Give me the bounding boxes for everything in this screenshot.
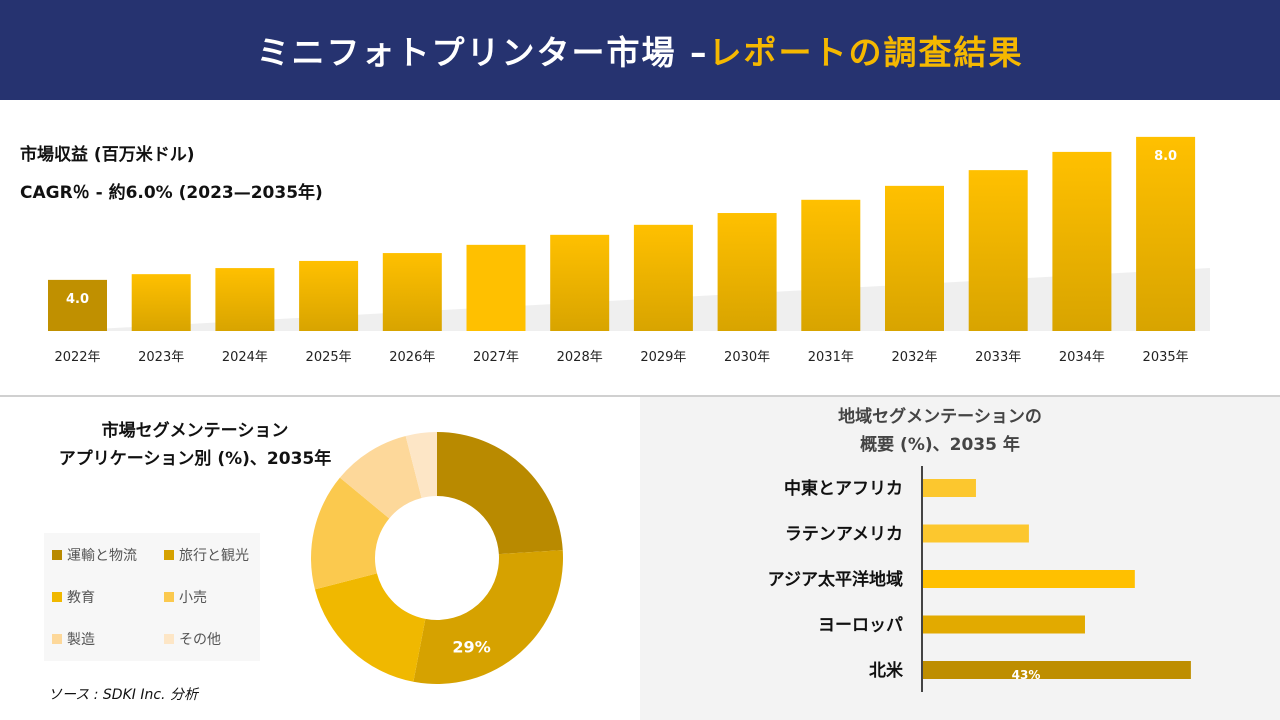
bar-2035年 bbox=[1136, 136, 1196, 331]
x-tick-label: 2034年 bbox=[1059, 350, 1105, 365]
x-tick-label: 2027年 bbox=[473, 350, 519, 365]
x-tick-label: 2025年 bbox=[306, 350, 352, 365]
legend-item: その他 bbox=[164, 629, 221, 649]
bar-2025年 bbox=[299, 260, 359, 331]
legend-label: その他 bbox=[179, 632, 221, 648]
legend-label: 運輸と物流 bbox=[67, 548, 137, 564]
legend-swatch bbox=[52, 634, 62, 644]
legend-swatch bbox=[164, 634, 174, 644]
divider bbox=[0, 395, 1280, 397]
region-title-line1: 地域セグメンテーションの bbox=[838, 407, 1042, 427]
x-tick-label: 2033年 bbox=[975, 350, 1021, 365]
pie-legend: 運輸と物流 旅行と観光教育 小売製造 その他 bbox=[44, 533, 260, 661]
revenue-label: 市場収益 (百万米ドル) bbox=[20, 145, 195, 165]
legend-item: 旅行と観光 bbox=[164, 545, 249, 565]
bar-2023年 bbox=[131, 274, 191, 331]
slice-label: 29% bbox=[452, 637, 490, 656]
legend-swatch bbox=[164, 592, 174, 602]
legend-swatch bbox=[52, 550, 62, 560]
x-tick-label: 2029年 bbox=[640, 350, 686, 365]
title-accent: レポートの調査結果 bbox=[708, 33, 1024, 72]
revenue-bar-chart: 2022年 4.0 2023年 2024年 2025年 2026年 2027年 2028年 20… bbox=[0, 100, 1280, 395]
x-tick-label: 2030年 bbox=[724, 350, 770, 365]
bar-2031年 bbox=[801, 199, 861, 331]
slice-製造 bbox=[339, 435, 422, 519]
pie-title-line2: アプリケーション別 (%)、2035年 bbox=[58, 449, 332, 469]
legend-item: 運輸と物流 bbox=[52, 545, 137, 565]
data-label: 4.0 bbox=[66, 292, 89, 307]
x-tick-label: 2023年 bbox=[138, 350, 184, 365]
application-donut-chart: 29% bbox=[300, 420, 580, 700]
bar-2028年 bbox=[550, 234, 610, 331]
bar-2026年 bbox=[382, 253, 442, 331]
x-tick-label: 2026年 bbox=[389, 350, 435, 365]
title-main: ミニフォトプリンター市場 – bbox=[256, 33, 709, 72]
legend-swatch bbox=[52, 592, 62, 602]
legend-label: 教育 bbox=[67, 590, 95, 606]
region-title-line2: 概要 (%)、2035 年 bbox=[860, 435, 1020, 455]
legend-label: 製造 bbox=[67, 632, 95, 648]
x-tick-label: 2028年 bbox=[557, 350, 603, 365]
slice-教育 bbox=[314, 573, 426, 682]
x-tick-label: 2022年 bbox=[54, 350, 100, 365]
pie-title: 市場セグメンテーション アプリケーション別 (%)、2035年 bbox=[40, 417, 350, 473]
x-tick-label: 2031年 bbox=[808, 350, 854, 365]
slice-運輸と物流 bbox=[437, 432, 563, 555]
slice-その他 bbox=[405, 432, 437, 498]
bar-2032年 bbox=[885, 185, 944, 331]
x-tick-label: 2032年 bbox=[891, 350, 937, 365]
bar-2034年 bbox=[1052, 151, 1112, 331]
bar-2030年 bbox=[717, 213, 777, 331]
bar-2024年 bbox=[215, 268, 275, 331]
page-header: ミニフォトプリンター市場 – レポートの調査結果 bbox=[0, 0, 1280, 100]
source-note: ソース : SDKI Inc. 分析 bbox=[48, 687, 198, 703]
legend-item: 教育 bbox=[52, 587, 95, 607]
bar-2033年 bbox=[968, 170, 1028, 331]
region-title: 地域セグメンテーションの 概要 (%)、2035 年 bbox=[770, 403, 1110, 459]
legend-label: 小売 bbox=[179, 590, 207, 606]
legend-item: 製造 bbox=[52, 629, 95, 649]
pie-title-line1: 市場セグメンテーション bbox=[101, 421, 289, 441]
legend-item: 小売 bbox=[164, 587, 207, 607]
legend-swatch bbox=[164, 550, 174, 560]
legend-label: 旅行と観光 bbox=[179, 548, 249, 564]
bar-2029年 bbox=[633, 224, 693, 331]
bar-2027年 bbox=[466, 244, 526, 331]
cagr-label: CAGR％ - 約6.0% (2023—2035年) bbox=[20, 183, 323, 203]
bar-2022年 bbox=[48, 279, 107, 331]
x-tick-label: 2024年 bbox=[222, 350, 268, 365]
slice-旅行と観光 bbox=[413, 550, 563, 684]
slice-小売 bbox=[311, 477, 390, 590]
data-label: 8.0 bbox=[1154, 149, 1177, 164]
x-tick-label: 2035年 bbox=[1143, 350, 1189, 365]
